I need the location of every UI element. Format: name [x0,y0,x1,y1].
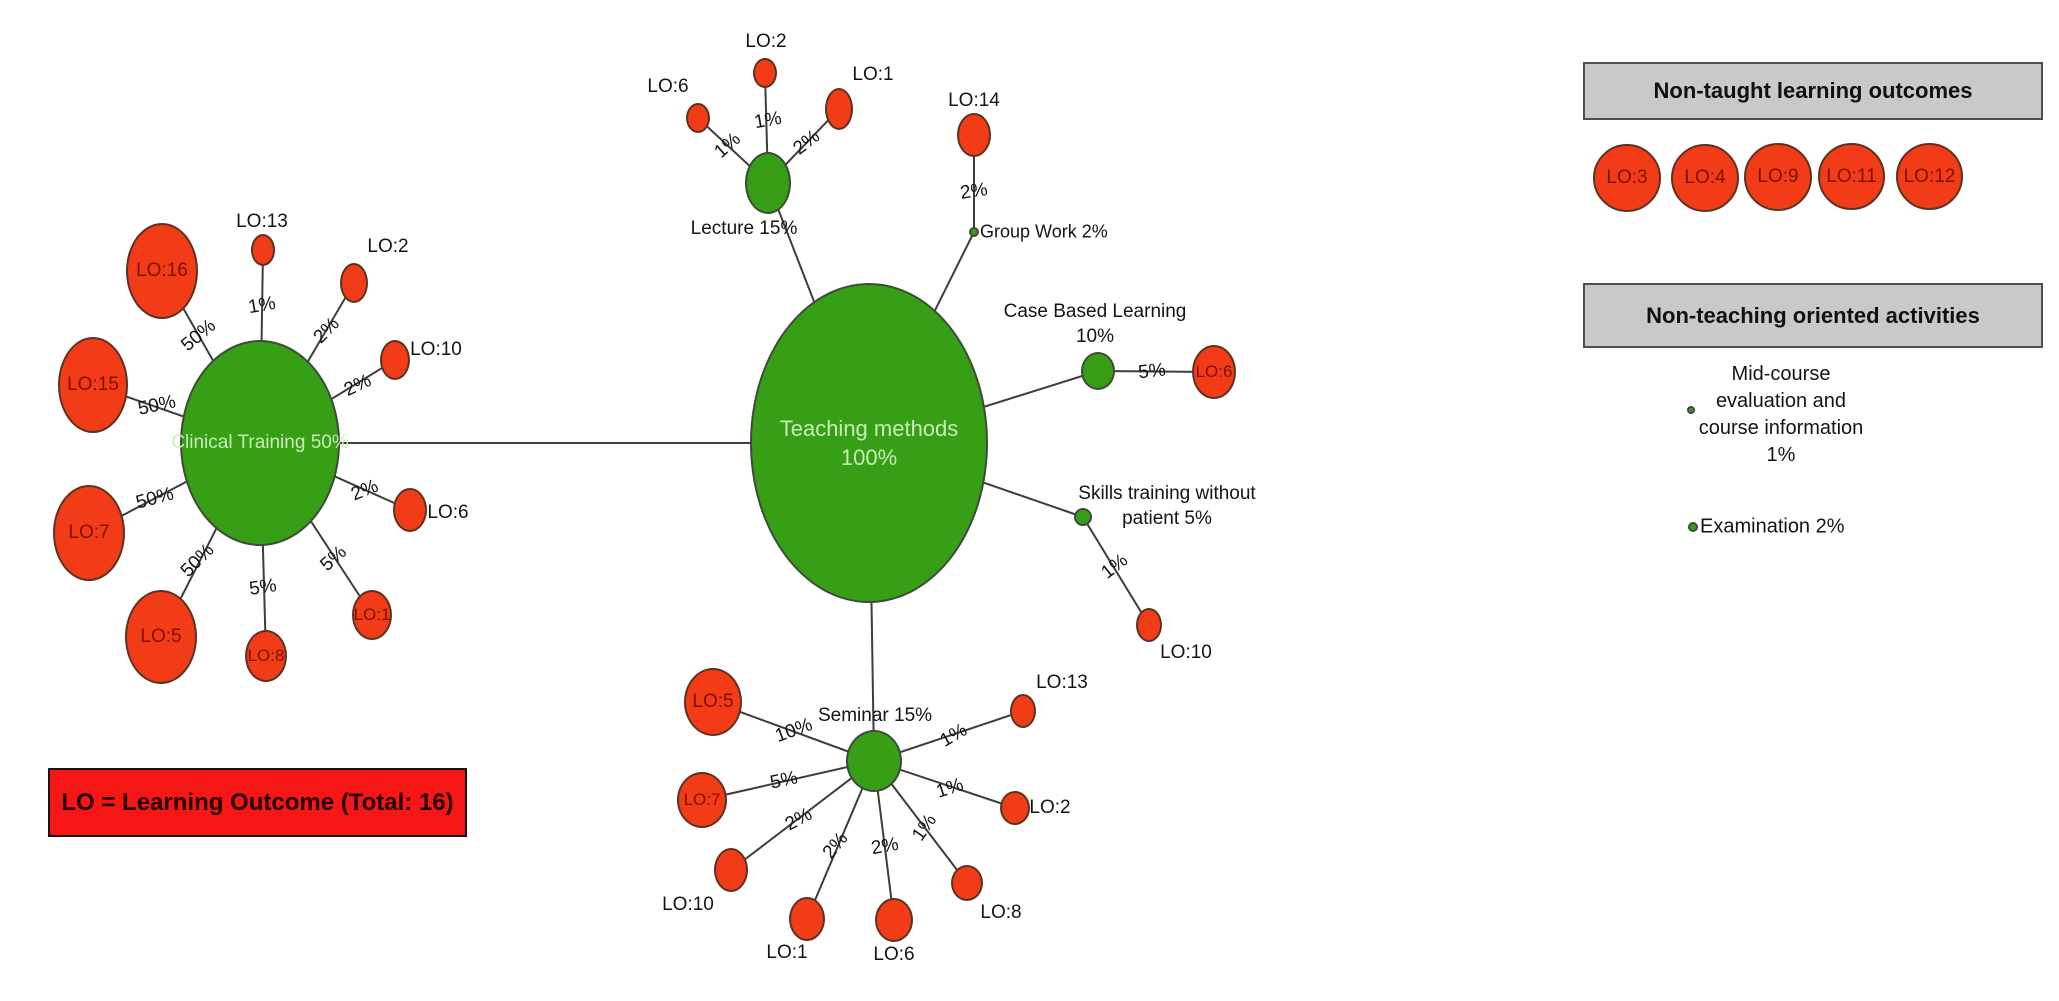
node-lo10-clinical [380,340,410,380]
lo10-seminar-label: LO:10 [662,894,714,915]
node-lo2-seminar [1000,791,1030,825]
lo10-clinical-label: LO:10 [410,339,462,360]
skills-training-label: Skills training without patient 5% [1078,483,1256,529]
node-clinical-training: Clinical Training 50% [171,340,349,546]
pct-clinical-lo13: 1% [246,292,278,319]
node-lo7-seminar: LO:7 [677,772,727,828]
teaching-methods-pct: 100% [840,445,898,470]
group-work-label: Group Work 2% [980,221,1108,242]
legend-box: LO = Learning Outcome (Total: 16) [48,768,467,837]
node-lo1-clinical: LO:1 [352,590,392,640]
node-lo11-panel: LO:11 [1818,143,1885,210]
node-skills-training-dot [1074,508,1092,526]
panel-header-non-taught: Non-taught learning outcomes [1583,62,2043,120]
lecture-label: Lecture 15% [690,218,798,239]
pct-seminar-lo6: 2% [869,833,901,860]
node-lecture [745,152,791,214]
lo6-seminar-label: LO:6 [873,944,915,965]
lo10-skills-label: LO:10 [1160,642,1212,663]
node-lo6-seminar [875,898,913,942]
node-lo1-lecture [825,88,853,130]
seminar-label: Seminar 15% [817,705,933,726]
node-lo9-panel: LO:9 [1744,143,1812,211]
node-lo10-seminar [714,848,748,892]
node-lo5-seminar: LO:5 [684,668,742,736]
edge-seminar-lo7 [701,760,875,801]
node-examination-dot [1688,522,1698,532]
case-based-learning-label: Case Based Learning 10% [1003,301,1187,347]
node-lo14-groupwork [957,113,991,157]
lo1-seminar-label: LO:1 [766,942,808,963]
clinical-training-label: Clinical Training 50% [171,432,349,453]
lo6-lecture-label: LO:6 [647,76,689,97]
pct-groupwork-lo14: 2% [958,179,989,204]
node-lo8-clinical: LO:8 [245,630,287,682]
node-lo7-clinical: LO:7 [53,485,125,581]
pct-clinical-lo8: 5% [247,575,278,600]
node-lo5-clinical: LO:5 [125,590,197,684]
lo2-lecture-label: LO:2 [745,31,787,52]
node-midcourse-dot [1687,406,1695,414]
node-lo2-clinical [340,263,368,303]
edge-seminar-lo10 [730,760,875,871]
node-teaching-methods: Teaching methods 100% [750,283,988,603]
lo6-clinical-label: LO:6 [427,502,469,523]
node-lo13-seminar [1010,694,1036,728]
pct-lecture-lo2: 1% [752,107,784,134]
node-lo6-clinical [393,488,427,532]
lo14-label: LO:14 [948,90,1000,111]
node-lo15-clinical: LO:15 [58,337,128,433]
node-lo6-lecture [686,103,710,133]
lo2-seminar-label: LO:2 [1029,797,1071,818]
lo1-lecture-label: LO:1 [852,64,894,85]
node-lo13-clinical [251,234,275,266]
examination-label: Examination 2% [1700,515,1845,538]
node-lo1-seminar [789,897,825,941]
lo2-clinical-label: LO:2 [367,236,409,257]
panel-header-non-teaching: Non-teaching oriented activities [1583,283,2043,348]
node-case-based-learning [1081,352,1115,390]
lo13-seminar-label: LO:13 [1036,672,1088,693]
pct-cbl-lo6: 5% [1137,359,1167,384]
teaching-methods-label: Teaching methods [779,416,959,441]
lo8-seminar-label: LO:8 [980,902,1022,923]
node-lo10-skills [1136,608,1162,642]
midcourse-label: Mid-course evaluation and course informa… [1698,363,1864,466]
node-group-work-dot [969,227,979,237]
node-lo12-panel: LO:12 [1896,143,1963,210]
node-lo16-clinical: LO:16 [126,223,198,319]
node-lo6-cbl: LO:6 [1192,345,1236,399]
legend-text: LO = Learning Outcome (Total: 16) [61,788,454,816]
node-lo8-seminar [951,865,983,901]
lo13-clinical-label: LO:13 [236,211,288,232]
edge-skills-lo10 [1082,516,1150,626]
node-lo3-panel: LO:3 [1593,144,1661,212]
node-seminar [846,730,902,792]
node-lo4-panel: LO:4 [1671,144,1739,212]
node-lo2-lecture [753,58,777,88]
